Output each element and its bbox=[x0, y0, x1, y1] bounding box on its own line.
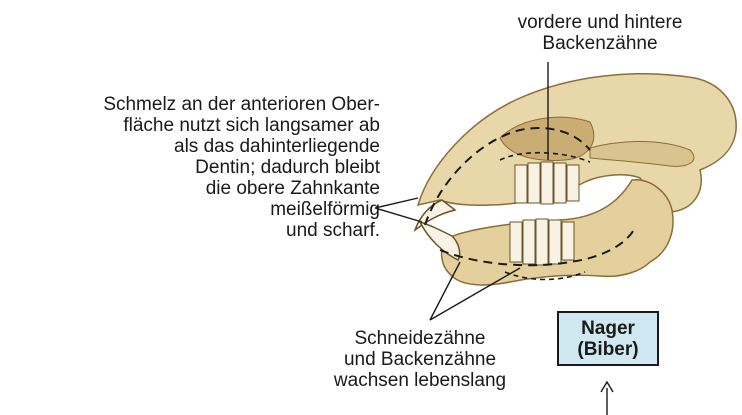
badge-subtitle: (Biber) bbox=[577, 338, 639, 360]
badge-title: Nager bbox=[581, 317, 635, 339]
lower-molars bbox=[509, 218, 575, 266]
enamel-annotation: Schmelz an der anterioren Ober- fläche n… bbox=[103, 94, 380, 241]
upper-molar-root-dashed bbox=[499, 151, 591, 163]
leader-lines bbox=[374, 62, 549, 321]
incisors-annotation: Schneidezähne und Backenzähne wachsen le… bbox=[333, 328, 507, 391]
badge-arrow-head bbox=[600, 380, 614, 393]
lower-incisor-root-dashed bbox=[439, 227, 636, 267]
lower-molar-root-dashed bbox=[504, 271, 586, 281]
lower-incisor bbox=[418, 220, 461, 262]
zygomatic-arch bbox=[589, 141, 695, 167]
upper-molars bbox=[514, 161, 580, 205]
upper-incisor-root-dashed bbox=[424, 127, 591, 226]
orbit-shadow bbox=[499, 116, 595, 161]
rodent-badge: Nager (Biber) bbox=[557, 311, 659, 366]
molars-annotation: vordere und hintere Backenzähne bbox=[517, 12, 683, 54]
